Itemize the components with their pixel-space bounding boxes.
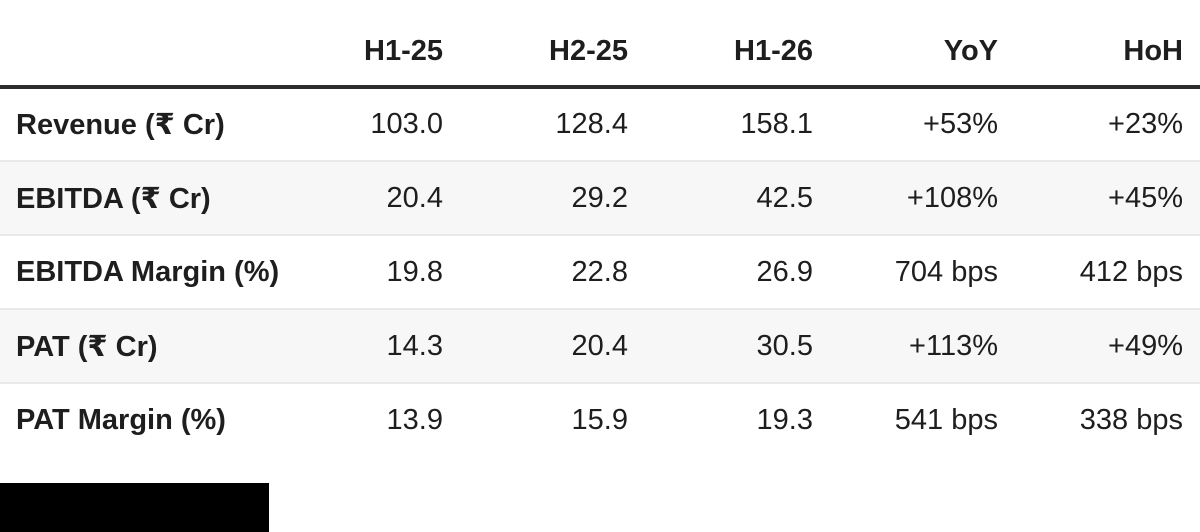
cell-pat-h1-25: 14.3 (275, 308, 460, 383)
table-row-revenue: Revenue (₹ Cr) 103.0 128.4 158.1 +53% +2… (0, 87, 1200, 161)
cell-revenue-h1-25: 103.0 (370, 108, 443, 140)
row-label: PAT Margin (%) (0, 382, 275, 457)
cell-revenue-h2-25: 128.4 (555, 108, 628, 140)
row-label: EBITDA (₹ Cr) (0, 160, 275, 235)
cell-ebitda-margin-h1-26: 26.9 (645, 234, 830, 309)
cell-pat-margin-h2-25: 15.9 (460, 382, 645, 457)
cell-pat-margin-hoh: 338 bps (1015, 382, 1200, 457)
cell-ebitda-margin-hoh: 412 bps (1015, 234, 1200, 309)
cell-ebitda-h2-25: 29.2 (460, 160, 645, 235)
cell-pat-h1-26: 30.5 (645, 308, 830, 383)
redaction-box (0, 483, 269, 532)
column-header-h1-26: H1-26 (645, 0, 830, 89)
half-yearly-financials-table: H1-25 H2-25 H1-26 YoY HoH Revenue (₹ Cr)… (0, 0, 1200, 457)
column-header-h2-25: H2-25 (460, 0, 645, 89)
cell-revenue-hoh: +23% (1108, 108, 1183, 140)
column-header-hoh: HoH (1015, 0, 1200, 89)
table-row-ebitda-margin: EBITDA Margin (%) 19.8 22.8 26.9 704 bps… (0, 234, 1200, 309)
cell-ebitda-margin-h2-25: 22.8 (460, 234, 645, 309)
table-row-ebitda: EBITDA (₹ Cr) 20.4 29.2 42.5 +108% +45% (0, 160, 1200, 235)
cell-ebitda-hoh: +45% (1015, 160, 1200, 235)
cell-pat-h2-25: 20.4 (460, 308, 645, 383)
cell-pat-margin-h1-26: 19.3 (645, 382, 830, 457)
cell-pat-margin-yoy: 541 bps (830, 382, 1015, 457)
row-label: Revenue (₹ Cr) (16, 109, 225, 141)
cell-ebitda-h1-26: 42.5 (645, 160, 830, 235)
row-label: EBITDA Margin (%) (0, 234, 279, 309)
metric-column-header (0, 0, 275, 89)
column-header-yoy: YoY (830, 0, 1015, 89)
header-row: H1-25 H2-25 H1-26 YoY HoH (0, 0, 1200, 89)
cell-ebitda-margin-h1-25: 19.8 (275, 234, 460, 309)
cell-pat-hoh: +49% (1015, 308, 1200, 383)
cell-pat-margin-h1-25: 13.9 (275, 382, 460, 457)
cell-revenue-yoy: +53% (923, 108, 998, 140)
cell-ebitda-h1-25: 20.4 (275, 160, 460, 235)
table-row-pat: PAT (₹ Cr) 14.3 20.4 30.5 +113% +49% (0, 308, 1200, 383)
cell-ebitda-margin-yoy: 704 bps (830, 234, 1015, 309)
row-label: PAT (₹ Cr) (0, 308, 275, 383)
column-header-h1-25: H1-25 (275, 0, 460, 89)
cell-pat-yoy: +113% (830, 308, 1015, 383)
cell-ebitda-yoy: +108% (830, 160, 1015, 235)
cell-revenue-h1-26: 158.1 (740, 108, 813, 140)
table-row-pat-margin: PAT Margin (%) 13.9 15.9 19.3 541 bps 33… (0, 382, 1200, 457)
